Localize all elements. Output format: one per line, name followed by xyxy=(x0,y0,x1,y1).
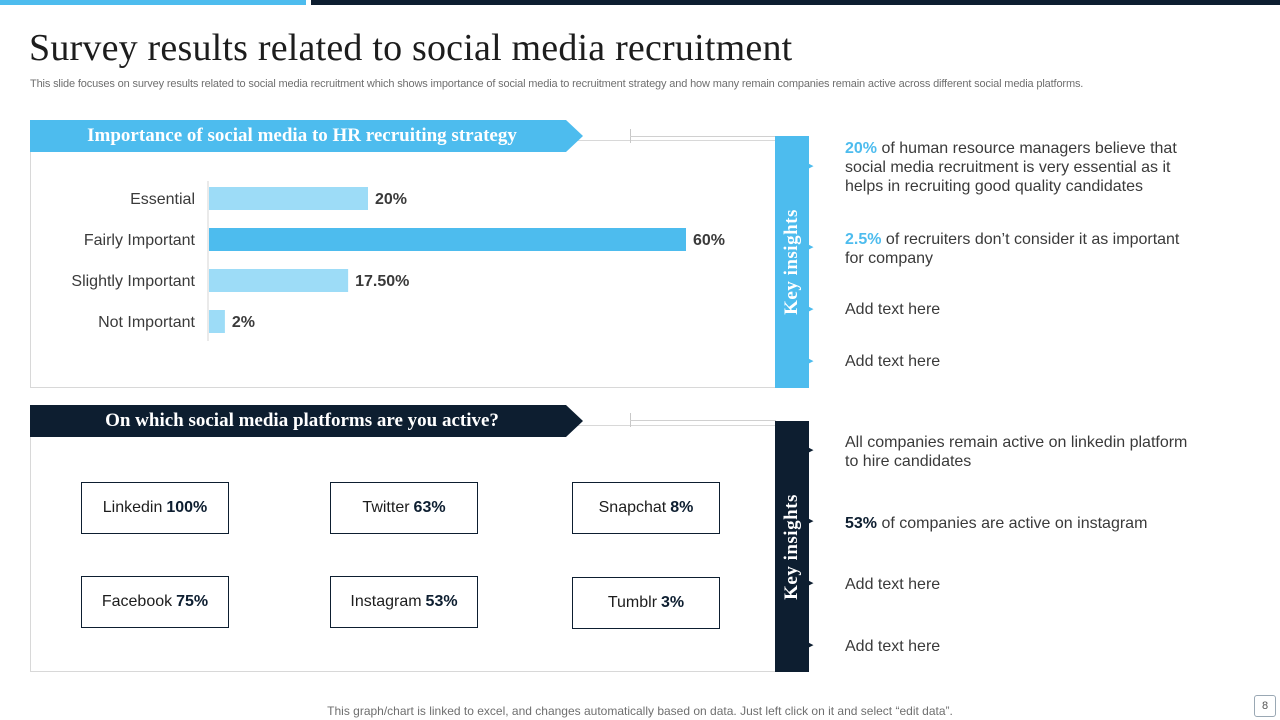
insight-body: of recruiters don’t consider it as impor… xyxy=(845,231,1180,267)
section-heading-text: On which social media platforms are you … xyxy=(105,410,499,431)
page-number: 8 xyxy=(1254,695,1276,717)
platform-value: 100% xyxy=(166,499,208,516)
platform-box-twitter: Twitter 63% xyxy=(330,482,478,534)
page-title: Survey results related to social media r… xyxy=(29,27,793,69)
platform-name: Snapchat xyxy=(598,499,667,516)
insight-highlight: 53% xyxy=(845,515,878,532)
bar-value-label: 60% xyxy=(693,232,725,249)
chevron-right-icon: ▸ xyxy=(808,241,814,253)
insight-body: of human resource managers believe that … xyxy=(845,140,1177,195)
platform-value: 63% xyxy=(413,499,446,516)
platform-name: Twitter xyxy=(362,499,410,516)
importance-chart-panel xyxy=(30,140,776,388)
insight-item-1: 20% of human resource managers believe t… xyxy=(845,139,1190,196)
page-subtitle: This slide focuses on survey results rel… xyxy=(30,78,1084,90)
bar-category-label: Fairly Important xyxy=(84,232,196,249)
platform-value: 8% xyxy=(670,499,694,516)
platform-name: Linkedin xyxy=(102,499,163,516)
platform-name: Tumblr xyxy=(607,594,658,611)
chevron-right-icon: ▸ xyxy=(808,303,814,315)
insight-body: Add text here xyxy=(845,353,941,370)
platform-box-tumblr: Tumblr 3% xyxy=(572,577,720,629)
insight-item-5: All companies remain active on linkedin … xyxy=(845,433,1190,471)
bar-category-label: Slightly Important xyxy=(71,273,195,290)
bar-value-label: 17.50% xyxy=(355,273,409,290)
chevron-right-icon: ▸ xyxy=(808,577,814,589)
bar[interactable] xyxy=(209,228,686,251)
insight-item-4: Add text here xyxy=(845,352,1190,371)
key-insights-bar-1: Key insights xyxy=(775,136,809,388)
platform-box-instagram: Instagram 53% xyxy=(330,576,478,628)
connector-line xyxy=(630,136,776,137)
bar-category-label: Essential xyxy=(130,191,195,208)
insight-body: Add text here xyxy=(845,301,941,318)
platform-box-linkedin: Linkedin 100% xyxy=(81,482,229,534)
chevron-right-icon: ▸ xyxy=(808,355,814,367)
platform-name: Facebook xyxy=(101,593,173,610)
insight-item-2: 2.5% of recruiters don’t consider it as … xyxy=(845,230,1190,268)
insight-item-7: Add text here xyxy=(845,575,1190,594)
key-insights-label: Key insights xyxy=(781,493,802,600)
top-accent-bar-light xyxy=(0,0,306,5)
platform-name: Instagram xyxy=(350,593,422,610)
section-heading-platforms: On which social media platforms are you … xyxy=(30,405,583,437)
bar-category-label: Not Important xyxy=(98,314,195,331)
bar[interactable] xyxy=(209,310,225,333)
bar-value-label: 2% xyxy=(232,314,255,331)
chevron-right-icon: ▸ xyxy=(808,160,814,172)
chevron-right-icon: ▸ xyxy=(808,515,814,527)
footer-note: This graph/chart is linked to excel, and… xyxy=(0,704,1280,718)
chevron-right-icon: ▸ xyxy=(808,639,814,651)
top-accent-bar-dark xyxy=(311,0,1280,5)
key-insights-label: Key insights xyxy=(781,209,802,315)
platforms-panel xyxy=(30,425,776,672)
insight-body: of companies are active on instagram xyxy=(877,515,1148,532)
insight-body: Add text here xyxy=(845,638,941,655)
section-heading-importance: Importance of social media to HR recruit… xyxy=(30,120,583,152)
platform-box-snapchat: Snapchat 8% xyxy=(572,482,720,534)
section-heading-text: Importance of social media to HR recruit… xyxy=(87,125,517,146)
key-insights-bar-2: Key insights xyxy=(775,421,809,672)
bar-value-label: 20% xyxy=(375,191,407,208)
platform-box-facebook: Facebook 75% xyxy=(81,576,229,628)
platform-value: 75% xyxy=(176,593,209,610)
insight-body: Add text here xyxy=(845,576,941,593)
insight-item-6: 53% of companies are active on instagram xyxy=(845,514,1190,533)
insight-highlight: 2.5% xyxy=(845,231,882,248)
importance-bar-chart[interactable]: Essential 20% Fairly Important 60% Slightly … xyxy=(30,175,776,355)
insight-body: All companies remain active on linkedin … xyxy=(845,434,1188,470)
insight-highlight: 20% xyxy=(845,140,878,157)
insight-item-3: Add text here xyxy=(845,300,1190,319)
bar[interactable] xyxy=(209,187,368,210)
insight-item-8: Add text here xyxy=(845,637,1190,656)
platform-value: 53% xyxy=(425,593,458,610)
platform-value: 3% xyxy=(661,594,685,611)
footer-text: This graph/chart is linked to excel, and… xyxy=(327,704,953,718)
chevron-right-icon: ▸ xyxy=(808,444,814,456)
connector-line xyxy=(630,420,776,421)
bar[interactable] xyxy=(209,269,349,292)
